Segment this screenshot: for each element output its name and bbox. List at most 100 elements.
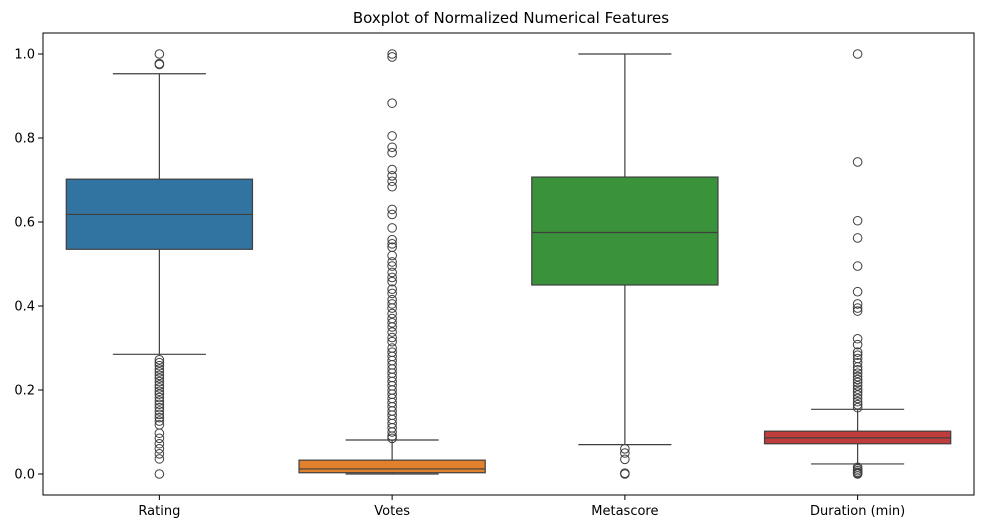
outlier-point (387, 234, 397, 245)
outlier-point (387, 131, 397, 141)
outlier-point (852, 387, 863, 397)
outlier-point (154, 360, 165, 371)
outlier-point (852, 396, 863, 407)
outlier-point (387, 427, 397, 437)
outlier-point (387, 147, 397, 158)
outlier-point (852, 333, 863, 344)
outlier-point (387, 272, 397, 283)
outlier-point (852, 371, 863, 382)
outlier-point (852, 339, 863, 350)
outlier-point (154, 354, 165, 365)
outlier-point (154, 438, 165, 449)
chart-title: Boxplot of Normalized Numerical Features (353, 9, 669, 27)
outlier-point (387, 223, 397, 233)
outlier-point (387, 276, 397, 287)
outlier-point (852, 286, 863, 297)
outlier-point (387, 209, 397, 220)
outlier-point (852, 374, 863, 385)
outlier-point (387, 204, 397, 215)
outlier-point (154, 389, 165, 400)
outlier-point (154, 386, 165, 397)
outlier-point (154, 380, 165, 390)
outlier-point (154, 406, 165, 416)
outlier-point (852, 261, 863, 271)
outlier-point (154, 402, 165, 413)
outlier-point (852, 384, 863, 394)
outlier-point (620, 454, 630, 465)
outlier-point (852, 365, 863, 375)
outlier-point (387, 433, 397, 444)
outlier-point (852, 357, 863, 368)
outlier-point (387, 142, 397, 153)
outlier-point (387, 303, 397, 313)
outlier-point (154, 376, 165, 387)
outlier-point (387, 318, 397, 328)
outlier-point (154, 444, 165, 454)
outlier-point (387, 308, 397, 319)
outlier-point (387, 181, 397, 192)
outlier-point (154, 364, 165, 374)
outlier-point (154, 49, 165, 59)
outlier-point (154, 59, 165, 70)
outlier-point (852, 393, 863, 404)
outlier-point (154, 367, 165, 377)
outlier-point (852, 362, 863, 372)
outlier-point (154, 433, 165, 444)
outlier-point (154, 392, 165, 403)
outlier-point (154, 396, 165, 406)
plot-area (65, 49, 952, 479)
outlier-point (852, 399, 863, 410)
outlier-point (387, 250, 397, 261)
outlier-point (387, 171, 397, 181)
axes-frame (42, 32, 975, 496)
outlier-point (154, 399, 165, 410)
y-tick-label: 0.2 (14, 384, 35, 399)
outlier-point (852, 381, 863, 391)
outlier-point (852, 306, 863, 316)
box-votes (298, 459, 486, 474)
outlier-point (387, 336, 397, 347)
outlier-point (387, 261, 397, 271)
outlier-point (620, 469, 630, 479)
y-tick-label: 0.0 (14, 468, 35, 483)
outlier-point (387, 332, 397, 343)
outlier-point (852, 469, 863, 479)
outlier-point (852, 299, 863, 309)
outlier-point (852, 350, 863, 360)
outlier-point (387, 288, 397, 299)
outlier-point (387, 327, 397, 337)
y-tick-label: 0.4 (14, 300, 35, 315)
outlier-point (154, 449, 165, 459)
outlier-point (852, 347, 863, 358)
outlier-point (852, 377, 863, 388)
outlier-point (852, 303, 863, 313)
y-tick-label: 0.8 (14, 132, 35, 147)
outlier-point (852, 402, 863, 413)
outlier-point (154, 454, 165, 464)
outlier-point (387, 239, 397, 249)
x-tick-label-rating: Rating (138, 504, 180, 519)
outlier-point (154, 373, 165, 384)
outlier-point (387, 164, 397, 175)
outlier-point (852, 368, 863, 379)
outlier-point (154, 370, 165, 381)
x-tick-label-metascore: Metascore (591, 504, 658, 519)
outlier-point (154, 357, 165, 368)
y-tick-label: 0.6 (14, 216, 35, 231)
outlier-point (387, 176, 397, 187)
outlier-point (387, 322, 397, 332)
outlier-point (154, 383, 165, 393)
y-tick-label: 1.0 (14, 48, 35, 63)
outlier-point (387, 284, 397, 295)
outlier-point (154, 428, 165, 439)
outlier-point (852, 215, 863, 226)
outlier-point (852, 49, 863, 59)
outlier-point (154, 416, 165, 426)
outlier-point (387, 299, 397, 309)
outlier-point (852, 390, 863, 400)
outlier-point (154, 469, 165, 479)
outlier-point (154, 409, 165, 420)
x-tick-label-votes: Votes (374, 504, 410, 519)
x-tick-label-duration-min: Duration (min) (810, 504, 905, 519)
